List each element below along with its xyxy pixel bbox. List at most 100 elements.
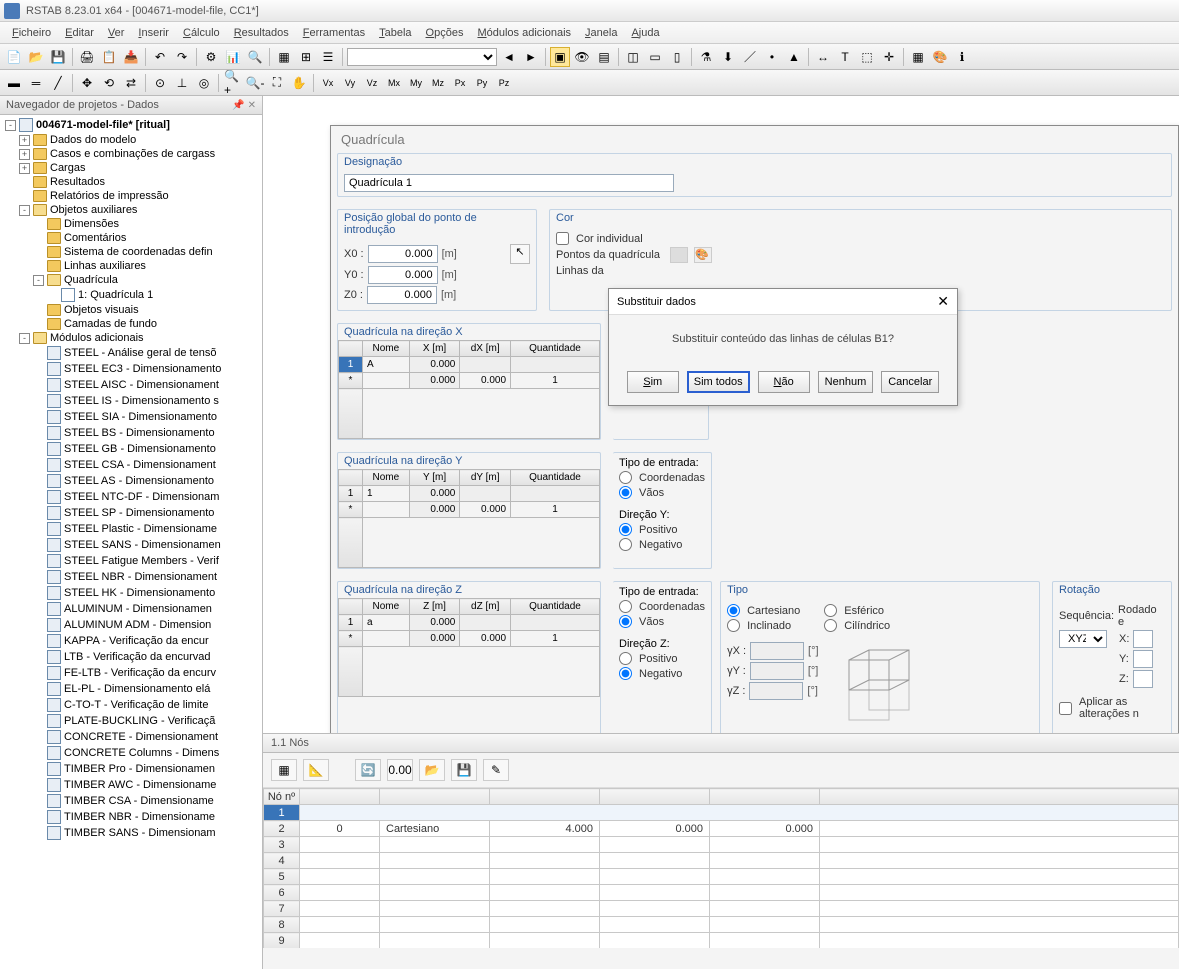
tipo-cil-radio[interactable]	[824, 619, 837, 632]
expand-icon[interactable]: +	[19, 163, 30, 174]
dirz-neg-radio[interactable]	[619, 667, 632, 680]
pick-point-icon[interactable]: ↖	[510, 244, 530, 264]
tree-item[interactable]: -004671-model-file* [ritual]	[0, 117, 262, 133]
tree-item[interactable]: C-TO-T - Verificação de limite	[0, 697, 262, 713]
nodes-table[interactable]: Nó nº 1 20Cartesiano4.0000.0000.000 3456…	[263, 788, 1179, 948]
rot-y-input[interactable]	[1133, 650, 1153, 668]
paste-icon[interactable]: 📥	[121, 47, 141, 67]
tree-item[interactable]: Objetos visuais	[0, 303, 262, 317]
snap-icon[interactable]: ⊙	[150, 73, 170, 93]
menu-janela[interactable]: Janela	[579, 25, 623, 41]
view-icon[interactable]: 👁	[572, 47, 592, 67]
tree-item[interactable]: STEEL CSA - Dimensionament	[0, 457, 262, 473]
color-icon[interactable]: 🎨	[930, 47, 950, 67]
nenhum-button[interactable]: Nenhum	[818, 371, 874, 393]
mx-icon[interactable]: Mx	[384, 73, 404, 93]
beam-icon[interactable]: ═	[26, 73, 46, 93]
cor-individual-check[interactable]	[556, 232, 569, 245]
info-icon[interactable]: ℹ	[952, 47, 972, 67]
tree-item[interactable]: STEEL GB - Dimensionamento	[0, 441, 262, 457]
tree-item[interactable]: STEEL SIA - Dimensionamento	[0, 409, 262, 425]
close-icon[interactable]: ✕	[937, 293, 949, 310]
tree-item[interactable]: STEEL AISC - Dimensionament	[0, 377, 262, 393]
tree-item[interactable]: ALUMINUM ADM - Dimension	[0, 617, 262, 633]
tree-item[interactable]: Linhas auxiliares	[0, 259, 262, 273]
node-icon[interactable]: •	[762, 47, 782, 67]
tree-item[interactable]: +Dados do modelo	[0, 133, 262, 147]
tree-item[interactable]: STEEL NBR - Dimensionament	[0, 569, 262, 585]
tree-item[interactable]: TIMBER SANS - Dimensionam	[0, 825, 262, 841]
sim-todos-button[interactable]: Sim todos	[687, 371, 750, 393]
tipo-incl-radio[interactable]	[727, 619, 740, 632]
tree-item[interactable]: Dimensões	[0, 217, 262, 231]
menu-ver[interactable]: Ver	[102, 25, 131, 41]
bottom-tab[interactable]: 1.1 Nós	[263, 734, 1179, 753]
results-icon[interactable]: 📊	[223, 47, 243, 67]
tree-item[interactable]: Resultados	[0, 175, 262, 189]
menu-inserir[interactable]: Inserir	[132, 25, 175, 41]
layers-icon[interactable]: ☰	[318, 47, 338, 67]
vx-icon[interactable]: Vx	[318, 73, 338, 93]
nao-button[interactable]: Não	[758, 371, 810, 393]
tree-item[interactable]: STEEL BS - Dimensionamento	[0, 425, 262, 441]
pontos-swatch[interactable]	[670, 247, 688, 263]
apply-check[interactable]	[1059, 702, 1072, 715]
tipo-esf-radio[interactable]	[824, 604, 837, 617]
save-icon[interactable]: 💾	[48, 47, 68, 67]
x0-input[interactable]	[368, 245, 438, 263]
tree-item[interactable]: STEEL SP - Dimensionamento	[0, 505, 262, 521]
tree-item[interactable]: -Módulos adicionais	[0, 331, 262, 345]
bt-refresh-icon[interactable]: 🔄	[355, 759, 381, 781]
tree-item[interactable]: STEEL IS - Dimensionamento s	[0, 393, 262, 409]
tree-item[interactable]: STEEL Fatigue Members - Verif	[0, 553, 262, 569]
tree-item[interactable]: ALUMINUM - Dimensionamen	[0, 601, 262, 617]
tree-item[interactable]: STEEL - Análise geral de tensõ	[0, 345, 262, 361]
tree-item[interactable]: TIMBER NBR - Dimensioname	[0, 809, 262, 825]
rot-x-input[interactable]	[1133, 630, 1153, 648]
tree-item[interactable]: STEEL HK - Dimensionamento	[0, 585, 262, 601]
tree-item[interactable]: +Cargas	[0, 161, 262, 175]
next-icon[interactable]: ►	[521, 47, 541, 67]
mirror-icon[interactable]: ⇄	[121, 73, 141, 93]
tree-item[interactable]: -Objetos auxiliares	[0, 203, 262, 217]
ortho-icon[interactable]: ⊥	[172, 73, 192, 93]
rotate-icon[interactable]: ⟲	[99, 73, 119, 93]
expand-icon[interactable]: -	[19, 205, 30, 216]
tipo-cart-radio[interactable]	[727, 604, 740, 617]
rot-z-input[interactable]	[1133, 670, 1153, 688]
tree-item[interactable]: Camadas de fundo	[0, 317, 262, 331]
zoom-icon[interactable]: 🔍	[245, 47, 265, 67]
tree-item[interactable]: STEEL Plastic - Dimensioname	[0, 521, 262, 537]
filter-icon[interactable]: ⚗	[696, 47, 716, 67]
bt-icon-1[interactable]: ▦	[271, 759, 297, 781]
expand-icon[interactable]: -	[19, 333, 30, 344]
tree-item[interactable]: CONCRETE - Dimensionament	[0, 729, 262, 745]
tree-item[interactable]: Relatórios de impressão	[0, 189, 262, 203]
menu-ficheiro[interactable]: Ficheiro	[6, 25, 57, 41]
highlight-icon[interactable]: ▣	[550, 47, 570, 67]
pontos-picker-icon[interactable]: 🎨	[694, 247, 712, 263]
menu-mdulosadicionais[interactable]: Módulos adicionais	[471, 25, 577, 41]
tree-item[interactable]: PLATE-BUCKLING - Verificaçã	[0, 713, 262, 729]
dirz-coord-radio[interactable]	[619, 600, 632, 613]
dirz-vaos-radio[interactable]	[619, 615, 632, 628]
expand-icon[interactable]: -	[5, 120, 16, 131]
undo-icon[interactable]: ↶	[150, 47, 170, 67]
member-icon[interactable]: ▬	[4, 73, 24, 93]
move-icon[interactable]: ✥	[77, 73, 97, 93]
my-icon[interactable]: My	[406, 73, 426, 93]
tree-item[interactable]: TIMBER AWC - Dimensioname	[0, 777, 262, 793]
zoomfit-icon[interactable]: ⛶	[267, 73, 287, 93]
menu-ferramentas[interactable]: Ferramentas	[297, 25, 371, 41]
tree-item[interactable]: -Quadrícula	[0, 273, 262, 287]
tree-item[interactable]: Sistema de coordenadas defin	[0, 245, 262, 259]
wire-icon[interactable]: ▤	[594, 47, 614, 67]
menu-editar[interactable]: Editar	[59, 25, 100, 41]
tree-item[interactable]: +Casos e combinações de cargass	[0, 147, 262, 161]
cancelar-button[interactable]: Cancelar	[881, 371, 939, 393]
bt-num-icon[interactable]: 0.00	[387, 759, 413, 781]
diry-vaos-radio[interactable]	[619, 486, 632, 499]
pz-icon[interactable]: Pz	[494, 73, 514, 93]
tree-item[interactable]: 1: Quadrícula 1	[0, 287, 262, 303]
iso-icon[interactable]: ◫	[623, 47, 643, 67]
